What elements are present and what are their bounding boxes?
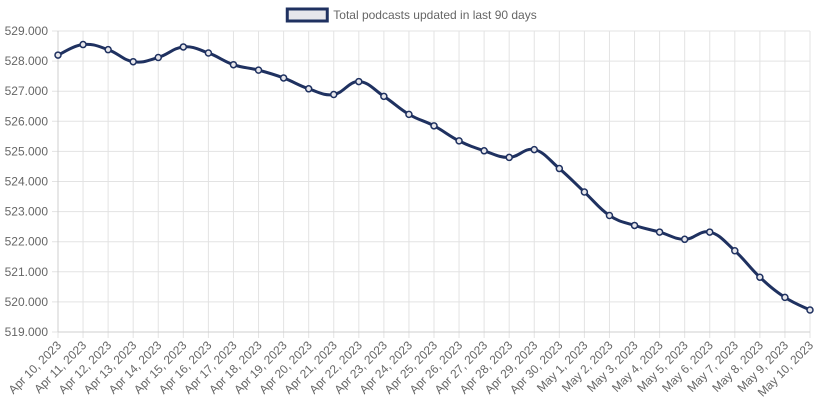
grid-layer [52, 30, 811, 338]
data-point[interactable] [179, 43, 188, 51]
data-point[interactable] [405, 110, 413, 119]
y-tick-label: 527.000 [5, 84, 49, 98]
data-point[interactable] [279, 74, 288, 82]
data-point[interactable] [154, 53, 163, 62]
legend-swatch[interactable] [285, 7, 329, 23]
data-point[interactable] [756, 273, 764, 281]
y-tick-label: 526.000 [5, 114, 49, 128]
data-point[interactable] [480, 147, 488, 155]
legend-label[interactable]: Total podcasts updated in last 90 days [333, 8, 536, 22]
data-point[interactable] [455, 137, 463, 145]
data-point[interactable] [254, 66, 263, 74]
y-tick-label: 520.000 [5, 295, 49, 309]
data-point[interactable] [79, 40, 87, 49]
data-point[interactable] [530, 145, 539, 154]
data-point[interactable] [129, 57, 137, 66]
data-point[interactable] [104, 45, 112, 54]
data-point[interactable] [806, 306, 814, 314]
data-point[interactable] [731, 246, 739, 255]
y-tick-label: 529.000 [5, 24, 49, 38]
data-point[interactable] [329, 90, 338, 99]
data-point[interactable] [355, 77, 363, 86]
y-tick-label: 525.000 [5, 144, 49, 158]
data-point[interactable] [54, 51, 62, 59]
series-layer [54, 40, 814, 314]
y-tick-label: 524.000 [5, 175, 49, 189]
data-point[interactable] [580, 188, 589, 196]
data-point[interactable] [229, 60, 238, 69]
data-point[interactable] [555, 164, 564, 173]
data-point[interactable] [204, 49, 213, 57]
data-point[interactable] [705, 228, 714, 236]
y-tick-label: 528.000 [5, 54, 49, 68]
y-tick-label: 521.000 [5, 265, 49, 279]
legend[interactable]: Total podcasts updated in last 90 days [285, 7, 537, 23]
data-point[interactable] [655, 228, 664, 236]
data-point[interactable] [304, 85, 313, 93]
data-point[interactable] [380, 92, 388, 101]
data-point[interactable] [605, 211, 614, 220]
y-tick-label: 519.000 [5, 325, 49, 339]
data-point[interactable] [680, 235, 689, 244]
y-tick-label: 523.000 [5, 205, 49, 219]
data-point[interactable] [781, 293, 789, 302]
data-point[interactable] [430, 122, 438, 130]
y-tick-label: 522.000 [5, 235, 49, 249]
data-point[interactable] [505, 153, 513, 162]
data-point[interactable] [630, 221, 639, 230]
